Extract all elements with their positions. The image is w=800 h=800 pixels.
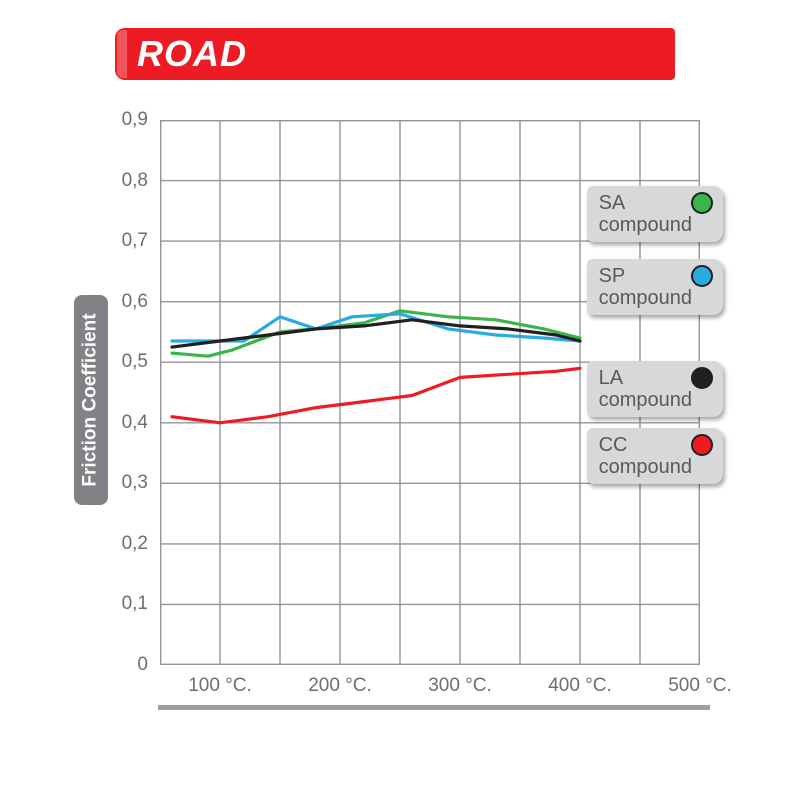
legend-sublabel: compound	[599, 456, 692, 478]
y-axis-label: Friction Coefficient	[80, 313, 102, 486]
legend-dot-icon	[691, 367, 713, 389]
y-tick-label: 0,7	[108, 230, 148, 252]
legend-dot-icon	[691, 192, 713, 214]
legend-cc: CCcompound	[587, 428, 723, 484]
y-tick-label: 0,3	[108, 472, 148, 494]
x-tick-label: 500 °C.	[668, 675, 732, 697]
legend-sublabel: compound	[599, 214, 692, 236]
x-tick-label: 100 °C.	[188, 675, 252, 697]
title-bar: ROAD	[115, 28, 675, 80]
x-tick-label: 300 °C.	[428, 675, 492, 697]
title-text: ROAD	[137, 33, 247, 75]
y-tick-label: 0,4	[108, 412, 148, 434]
legend-label: CC	[599, 434, 628, 456]
y-tick-label: 0,5	[108, 351, 148, 373]
bottom-rule	[158, 705, 710, 710]
y-tick-label: 0,1	[108, 593, 148, 615]
chart-area: Friction Coefficient 00,10,20,30,40,50,6…	[60, 100, 740, 730]
legend-sa: SAcompound	[587, 186, 723, 242]
legend-dot-icon	[691, 265, 713, 287]
x-tick-label: 400 °C.	[548, 675, 612, 697]
y-tick-label: 0,8	[108, 170, 148, 192]
legend-sp: SPcompound	[587, 259, 723, 315]
y-tick-label: 0,2	[108, 533, 148, 555]
y-axis-label-box: Friction Coefficient	[74, 295, 108, 505]
y-tick-label: 0,6	[108, 291, 148, 313]
legend-label: LA	[599, 367, 623, 389]
plot: 00,10,20,30,40,50,60,70,80,9100 °C.200 °…	[160, 120, 700, 665]
legend-dot-icon	[691, 434, 713, 456]
y-tick-label: 0,9	[108, 109, 148, 131]
legend-sublabel: compound	[599, 287, 692, 309]
legend-label: SP	[599, 265, 626, 287]
legend-sublabel: compound	[599, 389, 692, 411]
legend-la: LAcompound	[587, 361, 723, 417]
y-tick-label: 0	[108, 654, 148, 676]
legend-label: SA	[599, 192, 626, 214]
x-tick-label: 200 °C.	[308, 675, 372, 697]
